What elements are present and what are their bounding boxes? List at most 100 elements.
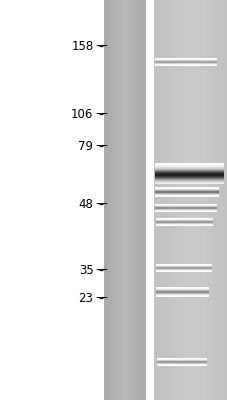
Bar (194, 0, 195, 400)
Bar (192, 0, 194, 400)
Bar (156, 365, 206, 366)
Bar (210, 0, 211, 400)
Bar (155, 207, 216, 208)
Bar (222, 0, 223, 400)
Bar (155, 189, 218, 190)
Bar (155, 290, 209, 291)
Bar (169, 0, 170, 400)
Bar (155, 296, 209, 297)
Bar (135, 0, 136, 400)
Bar (216, 0, 217, 400)
Bar (202, 0, 204, 400)
Bar (155, 190, 218, 191)
Text: 106: 106 (71, 108, 93, 120)
Bar (116, 0, 117, 400)
Bar (225, 0, 226, 400)
Bar (173, 0, 174, 400)
Bar (132, 0, 133, 400)
Bar (154, 172, 221, 174)
Bar (134, 0, 135, 400)
Bar (215, 0, 216, 400)
Text: 158: 158 (71, 40, 93, 52)
Bar (155, 204, 216, 205)
Bar (200, 0, 201, 400)
Bar (133, 0, 134, 400)
Bar (154, 0, 156, 400)
Bar (136, 0, 137, 400)
Bar (107, 0, 108, 400)
Bar (118, 0, 119, 400)
Bar (155, 58, 216, 59)
Bar (155, 289, 209, 290)
Bar (158, 0, 159, 400)
Bar (155, 62, 216, 63)
Text: 35: 35 (78, 264, 93, 276)
Bar (144, 0, 145, 400)
Bar (170, 0, 172, 400)
Bar (121, 0, 122, 400)
Bar (155, 294, 209, 295)
Bar (155, 63, 216, 64)
Bar (155, 196, 218, 197)
Bar (124, 0, 125, 400)
Bar (143, 0, 144, 400)
Bar (175, 0, 177, 400)
Bar (221, 0, 222, 400)
Bar (108, 0, 109, 400)
Bar (153, 0, 154, 400)
Bar (155, 265, 211, 266)
Bar (155, 225, 212, 226)
Bar (154, 178, 221, 180)
Bar (223, 0, 225, 400)
Text: —: — (95, 40, 107, 52)
Bar (138, 0, 139, 400)
Text: 23: 23 (78, 292, 93, 304)
Bar (110, 0, 111, 400)
Bar (156, 362, 206, 363)
Bar (155, 193, 218, 194)
Bar (154, 168, 221, 170)
Bar (109, 0, 110, 400)
Bar (156, 358, 206, 359)
Bar (180, 0, 182, 400)
Text: —: — (95, 140, 107, 152)
Bar (155, 264, 211, 265)
Bar (155, 270, 211, 271)
Bar (157, 0, 158, 400)
Bar (188, 0, 189, 400)
Bar (172, 0, 173, 400)
Bar (155, 293, 209, 294)
Bar (112, 0, 113, 400)
Bar (207, 0, 209, 400)
Bar (111, 0, 112, 400)
Bar (155, 188, 218, 189)
Bar (125, 0, 126, 400)
Bar (155, 65, 216, 66)
Bar (155, 220, 212, 221)
Bar (186, 0, 188, 400)
Bar (195, 0, 196, 400)
Bar (155, 64, 216, 65)
Bar (191, 0, 192, 400)
Bar (106, 0, 107, 400)
Bar (209, 0, 210, 400)
Bar (155, 210, 216, 211)
Bar (155, 218, 212, 219)
Bar (155, 60, 216, 61)
Bar (204, 0, 205, 400)
Text: —: — (95, 108, 107, 120)
Bar (155, 295, 209, 296)
Bar (155, 291, 209, 292)
Bar (155, 287, 209, 288)
Bar (155, 206, 216, 207)
Bar (126, 0, 127, 400)
Bar (155, 268, 211, 269)
Bar (155, 219, 212, 220)
Bar (213, 0, 215, 400)
Text: —: — (95, 198, 107, 210)
Bar (168, 0, 169, 400)
Bar (155, 266, 211, 267)
Bar (154, 180, 221, 182)
Bar (139, 0, 140, 400)
Bar (155, 267, 211, 268)
